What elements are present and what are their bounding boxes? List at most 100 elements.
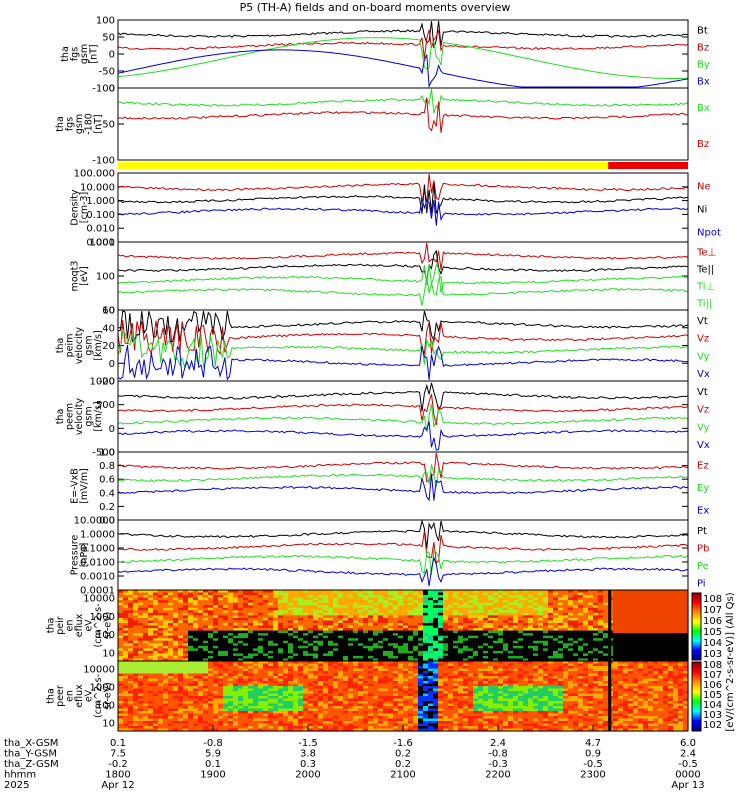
y-tick-label: 10 <box>102 306 115 317</box>
x-tick-label: Apr 13 <box>671 780 704 791</box>
y-tick-label: 1.000 <box>86 196 115 207</box>
legend-entry: Ey <box>697 483 709 494</box>
panel-7 <box>117 519 689 591</box>
panel-frame <box>117 172 689 243</box>
y-axis-label: velocity <box>74 398 85 436</box>
y-tick-label: 60 <box>102 306 115 317</box>
y-axis-label: tha <box>55 116 66 132</box>
panel-0 <box>117 19 689 89</box>
legend-entry: Vz <box>697 405 709 416</box>
x-tick-label: 1900 <box>200 770 225 781</box>
y-tick-label: 0.2 <box>99 502 115 513</box>
y-axis-label: eV <box>84 689 95 702</box>
y-tick-label: 0.010 <box>86 224 115 235</box>
y-tick-label: 500 <box>96 400 115 411</box>
x-row-label: tha_Z-GSM <box>4 759 59 770</box>
y-tick-label: 0.8 <box>99 461 115 472</box>
y-tick-label: 50 <box>102 33 115 44</box>
y-tick-label: -100 <box>92 84 115 95</box>
x-tick-label: 2200 <box>485 770 510 781</box>
y-axis-label: gsm <box>84 406 95 426</box>
legend-entry: Pb <box>697 543 709 554</box>
legend-entry: Vt <box>697 387 708 398</box>
colorbar-tick-label: 108 <box>703 660 722 671</box>
y-tick-label: 1000 <box>90 377 115 388</box>
colorbar-tick-label: 103 <box>703 710 722 721</box>
legend-entry: Vt <box>697 316 708 327</box>
x-row-label: 2025 <box>4 780 29 791</box>
colorbar-tick-label: 103 <box>703 649 722 660</box>
y-tick-label: 0.6 <box>99 475 115 486</box>
y-axis-label: gsm <box>74 114 85 134</box>
colorbar-tick-label: 108 <box>703 594 722 605</box>
y-tick-label: -500 <box>92 448 115 459</box>
y-axis-label: E=-VxB <box>69 468 80 503</box>
legend-entry: Pe <box>697 561 709 572</box>
colorbar-top <box>691 592 702 661</box>
legend-entry: Bz <box>697 139 709 150</box>
colorbar-label: [eV/(cm^2-s-sr-eV)] (All Qs) <box>725 592 736 731</box>
y-axis-label: tha <box>60 46 71 62</box>
x-tick-label: 5.9 <box>205 749 221 760</box>
x-tick-label: -0.5 <box>583 759 603 770</box>
legend-entry: Bx <box>697 103 710 114</box>
y-axis-label: Density <box>69 189 80 225</box>
x-tick-label: 2000 <box>295 770 320 781</box>
panel-8 <box>117 589 689 662</box>
y-axis-label: peem <box>65 403 76 430</box>
legend-entry: Ez <box>697 460 709 471</box>
y-axis-label: gsm <box>79 44 90 64</box>
x-tick-label: 2100 <box>390 770 415 781</box>
x-tick-label: 4.7 <box>585 738 601 749</box>
legend-entry: Vy <box>697 351 710 362</box>
y-tick-label: 0.4 <box>99 488 115 499</box>
x-tick-label: 0.1 <box>110 738 126 749</box>
x-tick-label: Apr 12 <box>101 780 134 791</box>
y-tick-label: 0 <box>109 359 115 370</box>
legend-entry: Vx <box>697 369 710 380</box>
x-tick-label: 0.2 <box>395 749 411 760</box>
y-tick-label: 0.0 <box>99 516 115 527</box>
y-axis-label: peer <box>55 685 66 707</box>
y-axis-label: fgs <box>65 117 76 131</box>
colorbar-tick-label: 105 <box>703 690 722 701</box>
panel-9 <box>117 660 689 732</box>
x-tick-label: 6.0 <box>680 738 696 749</box>
y-tick-label: 1000 <box>90 238 115 249</box>
y-tick-label: 1.0 <box>99 448 115 459</box>
y-axis-label: velocity <box>74 327 85 365</box>
legend-entry: Bx <box>697 77 710 88</box>
panel-3 <box>117 241 689 311</box>
x-tick-label: -0.3 <box>488 759 508 770</box>
y-tick-label: 1000 <box>90 683 115 694</box>
x-tick-label: 1800 <box>105 770 130 781</box>
legend-entry: Te|| <box>696 265 714 276</box>
x-tick-label: 7.5 <box>110 749 126 760</box>
x-tick-label: 3.8 <box>300 749 316 760</box>
legend-entry: Ne <box>697 182 711 193</box>
legend-entry: Vx <box>697 440 710 451</box>
panel-frame <box>117 380 689 453</box>
x-tick-label: 2300 <box>580 770 605 781</box>
x-row-label: tha_Y-GSM <box>4 749 57 760</box>
y-axis-label: [nPa] <box>79 543 90 568</box>
legend-entry: Pt <box>697 526 707 537</box>
panel-frame <box>117 87 689 161</box>
y-tick-label: 0.1000 <box>80 544 115 555</box>
y-axis-label: moqt3 <box>69 261 80 292</box>
x-tick-label: 0000 <box>675 770 700 781</box>
colorbar-tick-label: 107 <box>703 670 722 681</box>
panel-frame <box>117 19 689 89</box>
y-tick-label: 100.000 <box>74 169 115 180</box>
y-axis-label: Pressure <box>69 535 80 576</box>
y-tick-label: 100 <box>96 16 115 27</box>
y-tick-label: 0 <box>109 424 115 435</box>
y-tick-label: 40 <box>102 323 115 334</box>
x-tick-label: -0.8 <box>203 738 223 749</box>
y-axis-label: [km/s] <box>93 401 104 431</box>
y-axis-label: [eV] <box>79 266 90 286</box>
y-tick-label: 0.100 <box>86 210 115 221</box>
y-tick-label: 10000 <box>83 594 115 605</box>
y-axis-label: [mV/m] <box>79 468 90 504</box>
y-tick-label: 1000 <box>90 612 115 623</box>
